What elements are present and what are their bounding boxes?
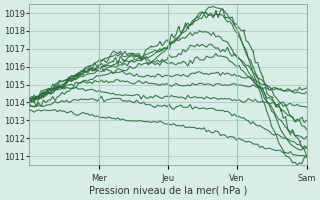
X-axis label: Pression niveau de la mer( hPa ): Pression niveau de la mer( hPa ) xyxy=(89,186,247,196)
